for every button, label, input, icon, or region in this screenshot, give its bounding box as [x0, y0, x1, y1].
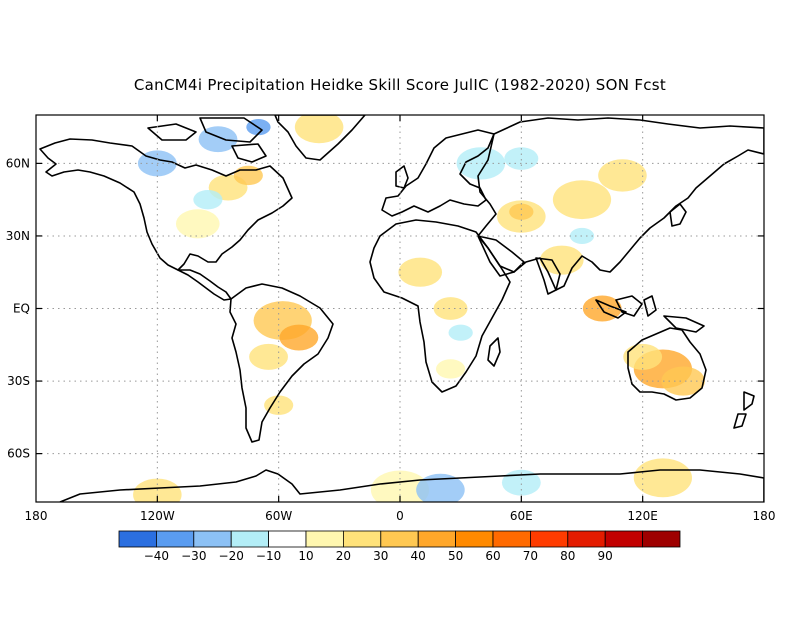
graticule	[36, 115, 764, 502]
greenland-coast	[274, 115, 366, 161]
colorbar-box	[492, 530, 531, 548]
lon-tick-label: 60W	[265, 509, 292, 523]
lat-tick-label: 60N	[6, 156, 30, 170]
lat-tick-label: 30N	[6, 229, 30, 243]
axis-ticks: 180 120W 60W 0 60E 120E 180 60N 30N EQ 30S 60S	[6, 115, 776, 523]
skill-region-20	[370, 470, 430, 502]
skill-region-6	[264, 395, 294, 415]
map-title: CanCM4i Precipitation Heidke Skill Score…	[133, 76, 667, 94]
colorbar-box	[604, 530, 644, 548]
japan-coast	[669, 203, 687, 227]
lon-tick-label: 180	[753, 509, 776, 523]
colorbar-label: 20	[336, 549, 351, 563]
lon-tick-label: 120E	[627, 509, 658, 523]
skill-region-27	[456, 147, 506, 180]
lat-tick-label: 60S	[7, 447, 30, 461]
colorbar-label: −10	[256, 549, 281, 563]
colorbar: −40 −30 −20 −10 10 20 30 40 50 60 70 80 90	[118, 530, 681, 563]
lon-tick-label: 120W	[140, 509, 175, 523]
skill-region-29	[416, 473, 465, 502]
europe-coast	[381, 129, 495, 217]
colorbar-label: 30	[373, 549, 388, 563]
colorbar-box	[155, 530, 195, 548]
skill-region-1	[661, 366, 705, 396]
colorbar-box	[567, 530, 606, 548]
india-coast	[535, 257, 561, 295]
uk-coast	[395, 165, 409, 189]
skill-shading-layer	[133, 115, 705, 502]
skill-region-13	[398, 257, 443, 287]
lon-tick-label: 60E	[510, 509, 533, 523]
colorbar-label: −20	[219, 549, 244, 563]
australia-coast	[627, 327, 707, 401]
colorbar-box	[230, 530, 269, 548]
skill-region-5	[249, 343, 288, 370]
colorbar-box	[530, 530, 569, 548]
colorbar-box	[455, 530, 494, 548]
colorbar-label: −30	[181, 549, 206, 563]
new-zealand-coast	[733, 391, 755, 429]
skill-region-10	[509, 203, 534, 220]
skill-region-16	[175, 209, 220, 239]
colorbar-label: 70	[523, 549, 538, 563]
lon-tick-label: 0	[396, 509, 404, 523]
skill-region-19	[294, 115, 344, 144]
skill-region-15	[435, 359, 466, 379]
skill-region-31	[448, 324, 473, 341]
colorbar-label: 80	[560, 549, 575, 563]
skill-region-12	[598, 159, 647, 192]
continent-outlines	[39, 115, 764, 502]
skill-region-28	[504, 147, 539, 170]
colorbar-box	[417, 530, 457, 548]
colorbar-box	[342, 530, 382, 548]
lat-tick-label: 30S	[7, 374, 30, 388]
colorbar-label: 50	[448, 549, 463, 563]
lon-tick-label: 180	[25, 509, 48, 523]
arctic-islands-coast	[147, 117, 267, 163]
madagascar-coast	[487, 337, 501, 367]
colorbar-label: 90	[598, 549, 613, 563]
colorbar-box	[305, 530, 344, 548]
skill-region-4	[279, 324, 319, 351]
north-america-coast	[39, 138, 293, 271]
colorbar-label: −40	[144, 549, 169, 563]
colorbar-box	[118, 530, 157, 548]
indonesia-coast	[595, 295, 705, 333]
colorbar-label: 60	[485, 549, 500, 563]
skill-region-14	[433, 297, 468, 320]
skill-region-2	[623, 343, 663, 370]
colorbar-label: 10	[298, 549, 313, 563]
arabia-coast	[477, 235, 525, 277]
lat-tick-label: EQ	[13, 302, 30, 316]
colorbar-label: 40	[411, 549, 426, 563]
colorbar-box	[268, 530, 307, 548]
africa-coast	[369, 219, 511, 393]
skill-region-11	[552, 180, 612, 220]
antarctica-coast	[59, 469, 764, 502]
colorbar-box	[193, 530, 232, 548]
skill-region-26	[193, 189, 223, 210]
colorbar-box	[642, 530, 681, 548]
skill-region-22	[633, 458, 693, 498]
south-america-coast	[229, 283, 334, 443]
colorbar-box	[380, 530, 419, 548]
